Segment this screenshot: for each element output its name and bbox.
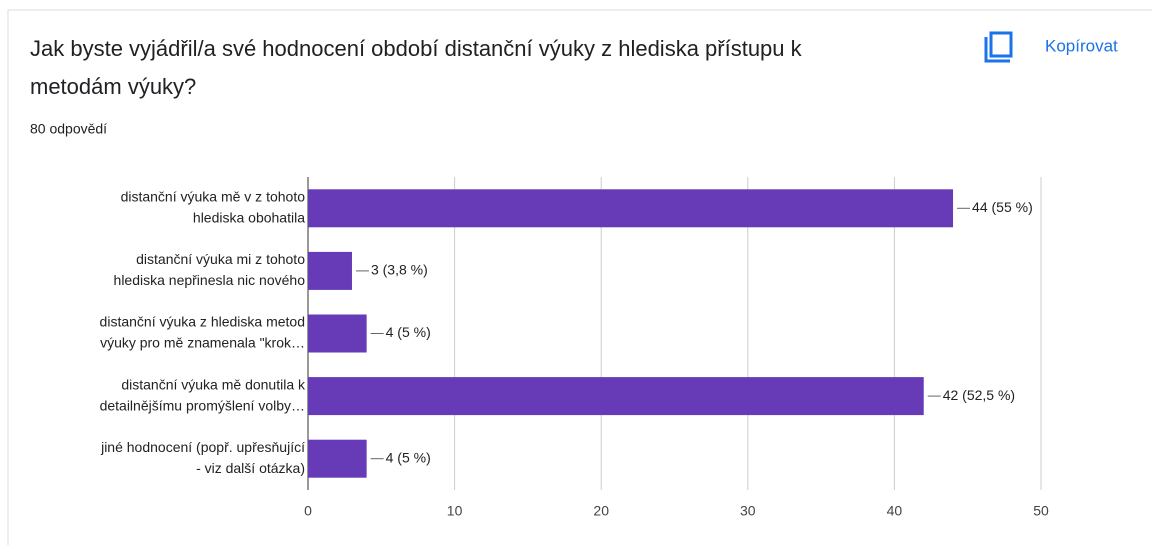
y-tick-label: distanční výuka mě v z tohoto — [121, 189, 306, 205]
value-label: 44 (55 %) — [972, 199, 1033, 215]
x-tick-label: 30 — [740, 503, 756, 519]
y-tick-label: jiné hodnocení (popř. upřesňující — [100, 439, 305, 455]
bar — [308, 377, 924, 416]
value-label: 3 (3,8 %) — [371, 262, 428, 278]
x-tick-label: 40 — [887, 503, 903, 519]
y-tick-label: hlediska nepřinesla nic nového — [114, 272, 306, 288]
y-tick-label: - viz další otázka) — [196, 460, 305, 476]
value-label: 4 (5 %) — [386, 324, 431, 340]
x-tick-label: 10 — [447, 503, 463, 519]
y-tick-label: distanční výuka z hlediska metod — [100, 314, 305, 330]
y-tick-label: distanční výuka mě donutila k — [121, 376, 306, 392]
chart-title: metodám výuky? — [30, 74, 196, 99]
y-tick-label: hlediska obohatila — [193, 210, 305, 226]
x-tick-label: 50 — [1033, 503, 1049, 519]
x-tick-label: 20 — [593, 503, 609, 519]
y-tick-label: distanční výuka mi z tohoto — [136, 251, 305, 267]
value-label: 42 (52,5 %) — [943, 387, 1015, 403]
value-label: 4 (5 %) — [386, 449, 431, 465]
copy-button[interactable]: Kopírovat — [984, 31, 1118, 63]
subtitle: 80 odpovědí — [30, 121, 107, 137]
y-tick-label: detailnějšímu promýšlení volby… — [100, 397, 305, 413]
x-tick-label: 0 — [304, 503, 312, 519]
chart-title: Jak byste vyjádřil/a své hodnocení obdob… — [30, 36, 803, 61]
bar — [308, 439, 367, 478]
copy-icon — [984, 31, 1013, 63]
card — [7, 9, 1152, 545]
bar — [308, 251, 352, 290]
y-tick-label: výuky pro mě znamenala "krok… — [100, 335, 305, 351]
bar — [308, 189, 954, 228]
bar — [308, 314, 367, 353]
copy-label[interactable]: Kopírovat — [1045, 36, 1118, 55]
